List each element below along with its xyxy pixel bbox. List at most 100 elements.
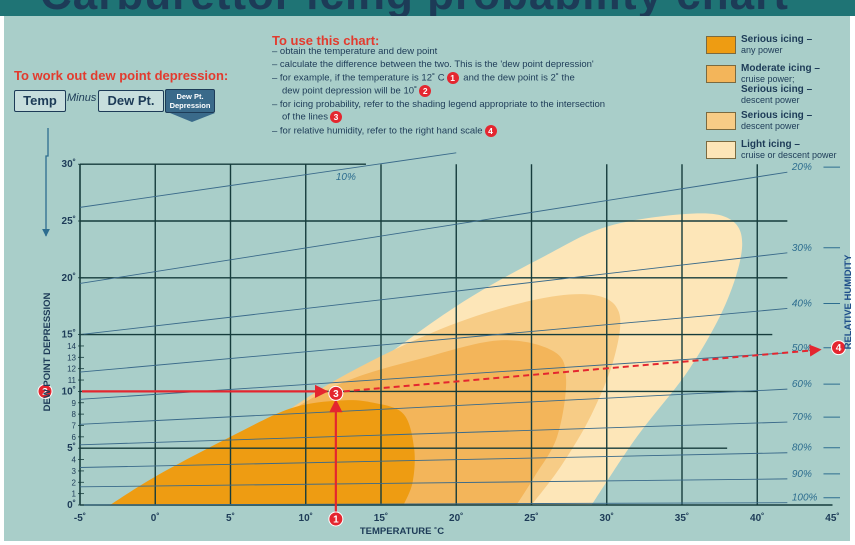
howto-line: – for icing probability, refer to the sh…: [272, 99, 605, 110]
legend-line2: cruise power;: [741, 74, 795, 84]
y-tick-label: 4: [72, 456, 77, 465]
y-tick-label: 5˚: [67, 442, 76, 454]
legend-swatch: [706, 112, 736, 130]
marker-temperature-circle: [328, 511, 344, 527]
y-tick-label: 25˚: [62, 215, 76, 227]
formula-result-line2: Depression: [169, 101, 211, 110]
example-lines: 12 34: [37, 340, 847, 527]
marker-temperature: 1: [333, 515, 339, 526]
howto-title: To use this chart:: [272, 33, 380, 48]
legend-line2: cruise or descent power: [741, 150, 837, 160]
y-tick-label: 3: [72, 467, 77, 476]
title-band: Carburettor icing probability chart: [0, 0, 855, 16]
humidity-label: 40%: [792, 298, 812, 309]
step-marker-4: 4: [484, 125, 497, 137]
formula-minus: Minus: [67, 92, 97, 104]
legend-swatch: [706, 65, 736, 83]
formula-result-line1: Dew Pt.: [176, 92, 204, 101]
legend-text: Serious icing – descent power: [741, 110, 812, 132]
marker-intersection: 3: [333, 389, 339, 400]
step-marker-3: 3: [329, 111, 342, 123]
marker-humidity-circle: [831, 340, 847, 356]
legend-bold1: Light icing –: [741, 139, 800, 150]
legend-swatch: [706, 141, 736, 159]
legend-text: Moderate icing – cruise power; Serious ici…: [741, 63, 820, 106]
legend-bold3: Serious icing –: [741, 84, 813, 95]
humidity-label: 80%: [792, 443, 812, 454]
y-tick-label: 13: [67, 353, 76, 362]
howto-line-text: – for example, if the temperature is 12˚…: [272, 72, 445, 84]
howto-line: – for relative humidity, refer to the ri…: [272, 125, 499, 137]
legend-line2: descent power: [741, 121, 800, 131]
legend-bold1: Moderate icing –: [741, 63, 820, 74]
humidity-label: 30%: [792, 243, 812, 254]
formula-dewpoint-box: Dew Pt.: [98, 90, 164, 112]
marker-depression: 2: [42, 387, 48, 398]
step-marker-1: 1: [446, 72, 459, 84]
howto-line-text: – for icing probability, refer to the sh…: [272, 99, 606, 110]
humidity-lines: 10% 20% 30% 40% 50% 60% 70% 80% 90% 100%: [79, 152, 841, 506]
humidity-line: [79, 452, 788, 468]
icing-region: [110, 400, 415, 505]
y-axis-label: DEW POINT DEPRESSION: [42, 292, 53, 411]
y-tick-label: 11: [68, 376, 77, 385]
y-tick-label: 10˚: [62, 385, 76, 397]
legend-bold1: Serious icing –: [741, 34, 813, 45]
humidity-label: 50%: [792, 343, 812, 354]
legend-text: Serious icing – any power: [741, 34, 813, 56]
legend-text: Light icing – cruise or descent power: [741, 139, 837, 161]
humidity-line: [79, 421, 788, 446]
legend-swatch: [706, 36, 736, 54]
legend-line2: any power: [741, 45, 783, 55]
x-tick-label: 40˚: [750, 512, 764, 524]
marker-humidity: 4: [836, 343, 842, 354]
y-tick-label: 2: [72, 478, 77, 487]
step-marker-2: 2: [419, 85, 432, 97]
x-tick-label: 20˚: [449, 512, 463, 524]
x-tick-label: 30˚: [600, 512, 614, 524]
howto-line-text: – calculate the difference between the t…: [272, 59, 594, 70]
howto-line: – obtain the temperature and dew point: [272, 46, 437, 57]
guide-arrow: [42, 113, 215, 237]
x-tick-label: 35˚: [675, 512, 689, 524]
y-tick-label: 9: [72, 399, 77, 408]
x-axis-label: TEMPERATURE ˚C: [360, 526, 444, 537]
humidity-line: [79, 252, 788, 336]
humidity-label: 100%: [792, 493, 818, 504]
dpd-instruction: To work out dew point depression:: [14, 68, 229, 83]
chart-title: Carburettor icing probability chart: [40, 0, 789, 16]
humidity-label: 20%: [791, 162, 812, 173]
formula-pointer: [170, 113, 215, 122]
humidity-line: [79, 478, 788, 488]
humidity-line: [79, 502, 788, 506]
formula-result-box: Dew Pt. Depression: [165, 89, 215, 113]
howto-line-text: of the lines: [282, 111, 328, 123]
howto-line-text: – obtain the temperature and dew point: [272, 46, 438, 57]
howto-line: – for example, if the temperature is 12˚…: [272, 72, 575, 84]
humidity-label: 90%: [792, 469, 812, 480]
y-tick-label: 8: [72, 410, 77, 419]
humidity-line: [79, 152, 457, 208]
y-tick-label: 0˚: [67, 499, 76, 511]
humidity-label: 60%: [792, 379, 812, 390]
x-tick-label: 15˚: [374, 512, 388, 524]
right-axis-label: RELATIVE HUMIDITY: [843, 254, 854, 349]
icing-regions: [110, 213, 743, 505]
humidity-line: [79, 171, 788, 284]
humidity-line: [79, 308, 788, 373]
humidity-line: [79, 388, 788, 425]
x-tick-label: 0˚: [151, 512, 160, 524]
howto-line-text: dew point depression will be 10˚: [282, 85, 418, 97]
x-tick-label: 10˚: [299, 512, 313, 524]
humidity-label: 10%: [336, 172, 356, 183]
marker-intersection-circle: [328, 385, 344, 401]
y-tick-label: 12: [67, 365, 76, 374]
y-tick-label: 1: [72, 490, 77, 499]
x-tick-label: -5˚: [74, 512, 86, 524]
dpd-guide-arrow: [42, 128, 50, 237]
y-tick-label: 6: [72, 433, 77, 442]
howto-line-tail: and the dew point is 2˚ the: [460, 72, 575, 84]
howto-line-text: – for relative humidity, refer to the ri…: [272, 125, 483, 137]
